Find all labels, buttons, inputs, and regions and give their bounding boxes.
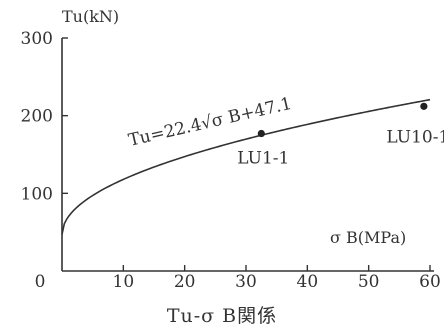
y-ticks [62, 37, 68, 195]
data-point [420, 102, 428, 110]
x-axis-label: σ B(MPa) [330, 228, 406, 247]
x-tick-label: 30 [235, 272, 257, 292]
data-points: LU1-1 LU10-1 [237, 102, 444, 169]
figure-caption: Tu-σ B関係 [167, 305, 277, 327]
y-tick-label: 100 [21, 184, 53, 204]
x-tick-label: 60 [419, 272, 441, 292]
y-tick-labels: 100 200 300 [21, 29, 53, 204]
x-tick-label: 10 [113, 272, 135, 292]
x-tick-label: 50 [358, 272, 380, 292]
equation-label: Tu=22.4√σ B+47.1 [127, 94, 294, 151]
x-tick-label: 40 [297, 272, 319, 292]
data-point-label: LU10-1 [386, 127, 444, 147]
series-curve [61, 98, 431, 235]
y-tick-label: 300 [21, 29, 53, 49]
data-point [257, 129, 265, 138]
data-point-label: LU1-1 [237, 149, 289, 169]
y-axis-label: Tu(kN) [62, 7, 119, 26]
x-ticks [122, 265, 431, 271]
x-tick-labels: 0 10 20 30 40 50 60 [35, 272, 441, 292]
x-tick-label: 20 [174, 272, 196, 292]
y-tick-label: 200 [21, 107, 53, 127]
x-tick-label: 0 [35, 272, 46, 292]
